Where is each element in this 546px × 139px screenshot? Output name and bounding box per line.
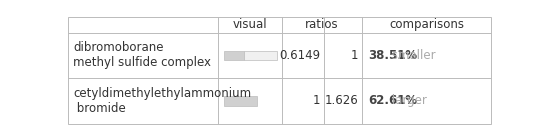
Text: 1: 1 (312, 94, 320, 107)
Text: 38.51%: 38.51% (369, 49, 418, 62)
Text: comparisons: comparisons (389, 18, 464, 31)
Text: 0.6149: 0.6149 (279, 49, 320, 62)
Text: 62.61%: 62.61% (369, 94, 418, 107)
Text: ratios: ratios (305, 18, 339, 31)
Bar (223, 51, 244, 60)
Text: 1: 1 (351, 49, 358, 62)
Text: dibromoborane
methyl sulfide complex: dibromoborane methyl sulfide complex (73, 41, 211, 70)
Text: smaller: smaller (388, 49, 435, 62)
Bar (223, 96, 257, 106)
Text: cetyldimethylethylammonium
 bromide: cetyldimethylethylammonium bromide (73, 87, 252, 115)
Text: 1.626: 1.626 (324, 94, 358, 107)
Bar (244, 51, 277, 60)
Text: larger: larger (388, 94, 426, 107)
Text: visual: visual (233, 18, 268, 31)
